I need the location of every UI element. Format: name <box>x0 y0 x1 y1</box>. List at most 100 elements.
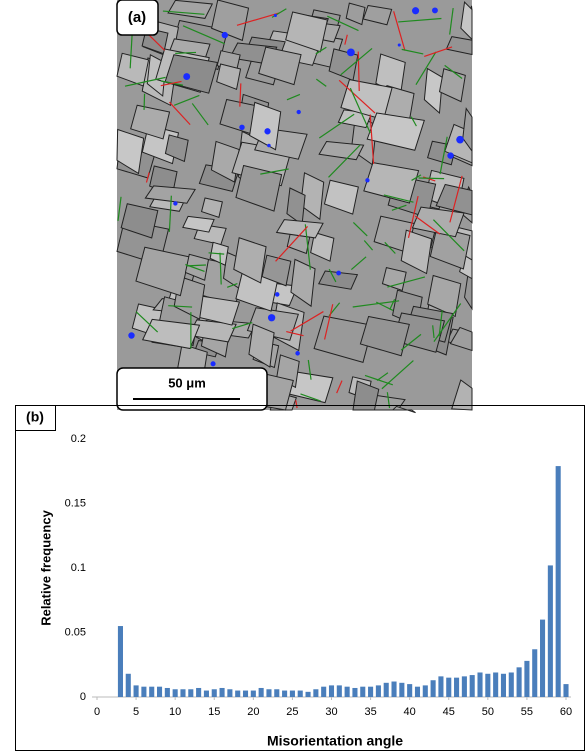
phase-spot <box>211 361 216 366</box>
bar <box>556 466 561 697</box>
panel-frame <box>16 406 585 751</box>
bar <box>431 680 436 697</box>
bar <box>126 674 131 697</box>
phase-spot <box>336 271 341 276</box>
bar <box>501 674 506 697</box>
x-tick-label: 30 <box>325 706 337 718</box>
bar <box>118 626 123 697</box>
bar <box>337 685 342 697</box>
phase-spot <box>347 48 355 56</box>
phase-spot <box>365 178 369 182</box>
bar <box>415 687 420 697</box>
bar <box>149 687 154 697</box>
phase-spot <box>432 7 438 13</box>
bar <box>306 692 311 697</box>
bar <box>384 683 389 697</box>
y-tick-label: 0.1 <box>71 562 86 574</box>
bar <box>188 689 193 697</box>
page: {"panel_a": {"label": "(a)", "scale_bar"… <box>0 0 585 751</box>
y-tick-label: 0.2 <box>71 433 86 445</box>
phase-spot <box>267 144 271 148</box>
bar <box>313 689 318 697</box>
phase-spot <box>173 201 177 205</box>
bar <box>180 689 185 697</box>
bar <box>376 685 381 697</box>
boundary <box>144 94 145 110</box>
bar <box>321 687 326 697</box>
bar <box>165 688 170 697</box>
bar <box>266 689 271 697</box>
bar <box>470 675 475 697</box>
phase-spot <box>398 43 401 46</box>
bar <box>282 691 287 697</box>
x-tick-label: 40 <box>404 706 416 718</box>
bar <box>563 684 568 697</box>
phase-spot <box>183 73 190 80</box>
panel-label: (b) <box>26 409 44 425</box>
phase-spot <box>268 314 275 321</box>
bar <box>251 691 256 697</box>
bar <box>540 620 545 697</box>
bar <box>243 691 248 697</box>
bar <box>524 661 529 697</box>
phase-spot <box>275 292 280 297</box>
bar <box>134 685 139 697</box>
x-tick-label: 5 <box>133 706 139 718</box>
phase-spot <box>447 152 453 158</box>
x-tick-label: 15 <box>208 706 220 718</box>
bar <box>220 688 225 697</box>
bar <box>227 689 232 697</box>
bar <box>212 689 217 697</box>
bar <box>407 684 412 697</box>
bar <box>329 685 334 697</box>
bar <box>391 682 396 697</box>
phase-spot <box>412 7 419 14</box>
bar <box>352 688 357 697</box>
bar <box>204 691 209 697</box>
bar <box>173 689 178 697</box>
phase-spot <box>456 136 464 144</box>
x-tick-label: 0 <box>94 706 100 718</box>
bar <box>477 672 482 697</box>
bar <box>517 667 522 697</box>
bar <box>438 676 443 697</box>
bar <box>532 649 537 697</box>
phase-spot <box>264 128 270 134</box>
x-tick-label: 25 <box>286 706 298 718</box>
x-tick-label: 35 <box>364 706 376 718</box>
y-axis-title: Relative frequency <box>38 509 53 625</box>
x-tick-label: 45 <box>443 706 455 718</box>
bar <box>548 565 553 697</box>
phase-spot <box>295 351 300 356</box>
x-tick-label: 60 <box>560 706 572 718</box>
bar <box>141 687 146 697</box>
y-tick-label: 0.15 <box>65 497 86 509</box>
phase-spot <box>239 125 244 130</box>
phase-spot <box>274 14 277 17</box>
phase-spot <box>297 110 301 114</box>
phase-spot <box>222 32 228 38</box>
phase-spot <box>128 332 134 338</box>
y-tick-label: 0 <box>80 691 86 703</box>
bar <box>509 672 514 697</box>
x-axis-title: Misorientation angle <box>267 733 403 749</box>
bar <box>196 688 201 697</box>
bar <box>274 689 279 697</box>
bar <box>399 683 404 697</box>
x-tick-label: 20 <box>247 706 259 718</box>
panel-label: (a) <box>128 9 146 26</box>
bar <box>493 672 498 697</box>
scale-bar-label: 50 μm <box>168 375 206 390</box>
bar <box>360 687 365 697</box>
bar <box>454 678 459 697</box>
bar <box>298 691 303 697</box>
x-tick-label: 55 <box>521 706 533 718</box>
bar <box>345 687 350 697</box>
x-tick-label: 50 <box>482 706 494 718</box>
bar <box>462 676 467 697</box>
boundary <box>419 178 445 179</box>
bar <box>368 687 373 697</box>
bar <box>485 674 490 697</box>
x-tick-label: 10 <box>169 706 181 718</box>
bar <box>259 688 264 697</box>
